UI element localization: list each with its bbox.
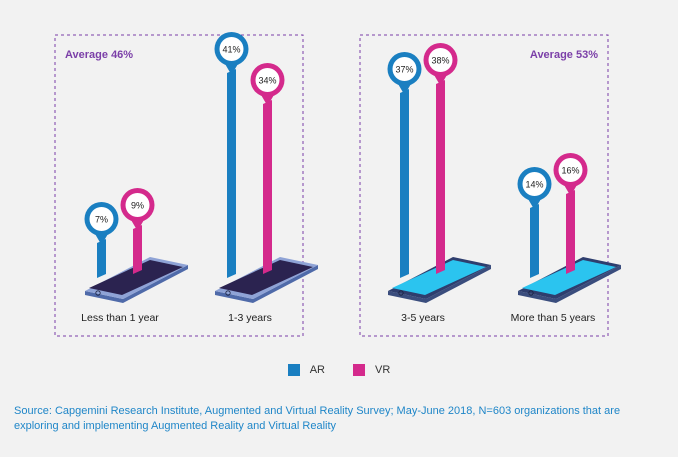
legend-item-vr: VR bbox=[353, 364, 390, 376]
data-label-vr-2: 34% bbox=[258, 76, 276, 86]
pin-center-ar-3 bbox=[392, 57, 417, 81]
data-label-ar-3: 37% bbox=[395, 65, 413, 75]
pin-center-vr-2 bbox=[255, 68, 280, 92]
pin-center-vr-1 bbox=[125, 193, 150, 217]
category-label-2: 1-3 years bbox=[228, 312, 272, 324]
pin-center-ar-4 bbox=[522, 172, 547, 196]
phone-edge bbox=[518, 265, 621, 303]
phone-2 bbox=[215, 257, 318, 303]
pin-tail-ar-1 bbox=[94, 233, 109, 245]
pin-tail-vr-4 bbox=[563, 184, 578, 196]
phone-home-button bbox=[528, 290, 534, 296]
category-label-4: More than 5 years bbox=[511, 312, 596, 324]
bar-ar-2 bbox=[227, 69, 236, 278]
pin-tail-ar-4 bbox=[527, 198, 542, 210]
pin-tail-ar-3 bbox=[397, 83, 412, 95]
bar-vr-2 bbox=[263, 100, 272, 274]
pin-center-ar-2 bbox=[219, 37, 244, 61]
data-label-vr-4: 16% bbox=[561, 166, 579, 176]
pin-center-ar-1 bbox=[89, 207, 114, 231]
average-label-1: Average 46% bbox=[65, 49, 133, 61]
data-label-ar-2: 41% bbox=[222, 45, 240, 55]
phone-screen bbox=[522, 260, 616, 295]
phone-edge bbox=[85, 265, 188, 303]
data-label-vr-1: 9% bbox=[131, 201, 144, 211]
group-box-2 bbox=[359, 34, 609, 337]
phone-home-button bbox=[225, 290, 231, 296]
category-label-1: Less than 1 year bbox=[81, 312, 159, 324]
phone-3 bbox=[388, 257, 491, 303]
phone-edge bbox=[388, 265, 491, 303]
legend-label-ar: AR bbox=[309, 364, 325, 376]
data-label-ar-4: 14% bbox=[525, 180, 543, 190]
bar-vr-1 bbox=[133, 225, 142, 274]
bar-vr-3 bbox=[436, 80, 445, 274]
category-label-3: 3-5 years bbox=[401, 312, 445, 324]
bar-ar-3 bbox=[400, 89, 409, 278]
pin-tail-ar-2 bbox=[224, 63, 239, 75]
pin-center-vr-4 bbox=[558, 158, 583, 182]
legend-label-vr: VR bbox=[375, 364, 391, 376]
pin-center-vr-3 bbox=[428, 48, 453, 72]
bar-vr-4 bbox=[566, 190, 575, 274]
pin-tail-vr-2 bbox=[260, 94, 275, 106]
group-box-1 bbox=[54, 34, 304, 337]
data-label-ar-1: 7% bbox=[95, 215, 108, 225]
phone-home-button bbox=[95, 290, 101, 296]
legend-item-ar: AR bbox=[287, 364, 325, 376]
pin-tail-vr-3 bbox=[433, 74, 448, 86]
phone-screen bbox=[219, 260, 313, 295]
data-label-vr-3: 38% bbox=[431, 56, 449, 66]
source-note: Source: Capgemini Research Institute, Au… bbox=[14, 405, 621, 432]
phone-screen bbox=[89, 260, 183, 295]
chart: Average 46% Average 53% 7% 9% Less than 1 ye… bbox=[54, 32, 621, 337]
phone-1 bbox=[85, 257, 188, 303]
pin-tail-vr-1 bbox=[130, 219, 145, 231]
phone-home-button bbox=[398, 290, 404, 296]
bar-ar-4 bbox=[530, 204, 539, 278]
legend-swatch-vr bbox=[353, 364, 365, 376]
phone-screen bbox=[392, 260, 486, 295]
legend: AR VR bbox=[0, 364, 678, 376]
average-label-2: Average 53% bbox=[530, 49, 598, 61]
legend-swatch-ar bbox=[287, 364, 300, 376]
phone-edge bbox=[215, 265, 318, 303]
phone-4 bbox=[518, 257, 621, 303]
bar-ar-1 bbox=[97, 239, 106, 278]
